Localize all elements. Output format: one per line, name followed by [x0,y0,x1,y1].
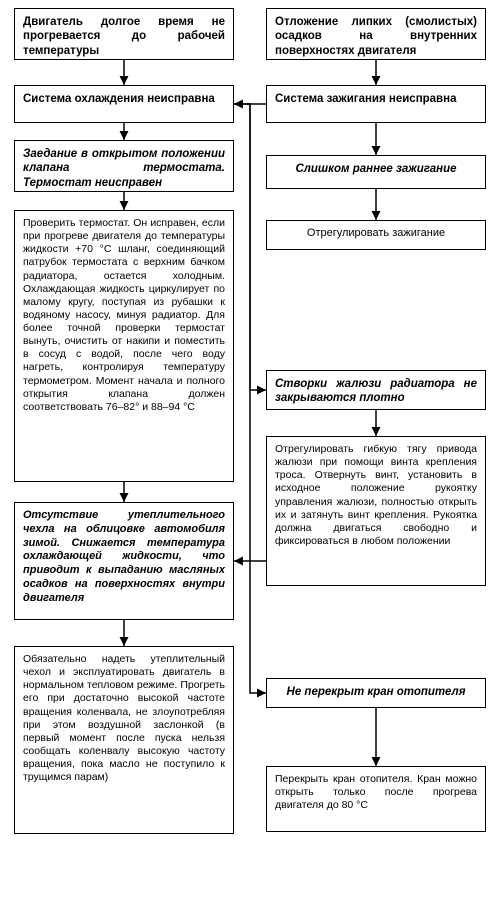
box-check-thermostat: Проверить термостат. Он исправен, если п… [14,210,234,482]
box-early-ignition: Слишком раннее зажигание [266,155,486,189]
box-heater-valve: Не перекрыт кран отопителя [266,678,486,708]
box-cooling-system-fault: Система охлаждения неисправна [14,85,234,123]
box-engine-not-warming: Двигатель долгое время не прогревается д… [14,8,234,60]
text: Система охлаждения неисправна [23,93,215,105]
text: Не перекрыт кран отопителя [287,686,466,698]
box-thermostat-stuck: Заедание в открытом положении клапана те… [14,140,234,192]
text: Обязательно надеть утеплительный чехол и… [23,653,225,783]
box-close-heater-valve: Перекрыть кран отопителя. Кран можно отк… [266,766,486,832]
box-radiator-louvers: Створки жалюзи радиатора не закрываются … [266,370,486,410]
text: Отсутствие утеплительного чехла на облиц… [23,509,225,604]
box-adjust-ignition: Отрегулировать зажигание [266,220,486,250]
text: Слишком раннее зажигание [295,163,456,175]
text: Перекрыть кран отопителя. Кран можно отк… [275,773,477,811]
text: Система зажигания неисправна [275,93,456,105]
text: Отрегулировать зажигание [307,227,445,239]
text: Проверить термостат. Он исправен, если п… [23,217,225,413]
text: Отложение липких (смолистых) осадков на … [275,16,477,57]
text: Двигатель долгое время не прогревается д… [23,16,225,57]
box-adjust-louvers: Отрегулировать гибкую тягу привода жалюз… [266,436,486,586]
box-sticky-deposits: Отложение липких (смолистых) осадков на … [266,8,486,60]
text: Заедание в открытом положении клапана те… [23,148,225,189]
box-no-heater-cover: Отсутствие утеплительного чехла на облиц… [14,502,234,620]
text: Отрегулировать гибкую тягу привода жалюз… [275,443,477,547]
box-ignition-system-fault: Система зажигания неисправна [266,85,486,123]
text: Створки жалюзи радиатора не закрываются … [275,378,477,404]
box-put-heater-cover: Обязательно надеть утеплительный чехол и… [14,646,234,834]
